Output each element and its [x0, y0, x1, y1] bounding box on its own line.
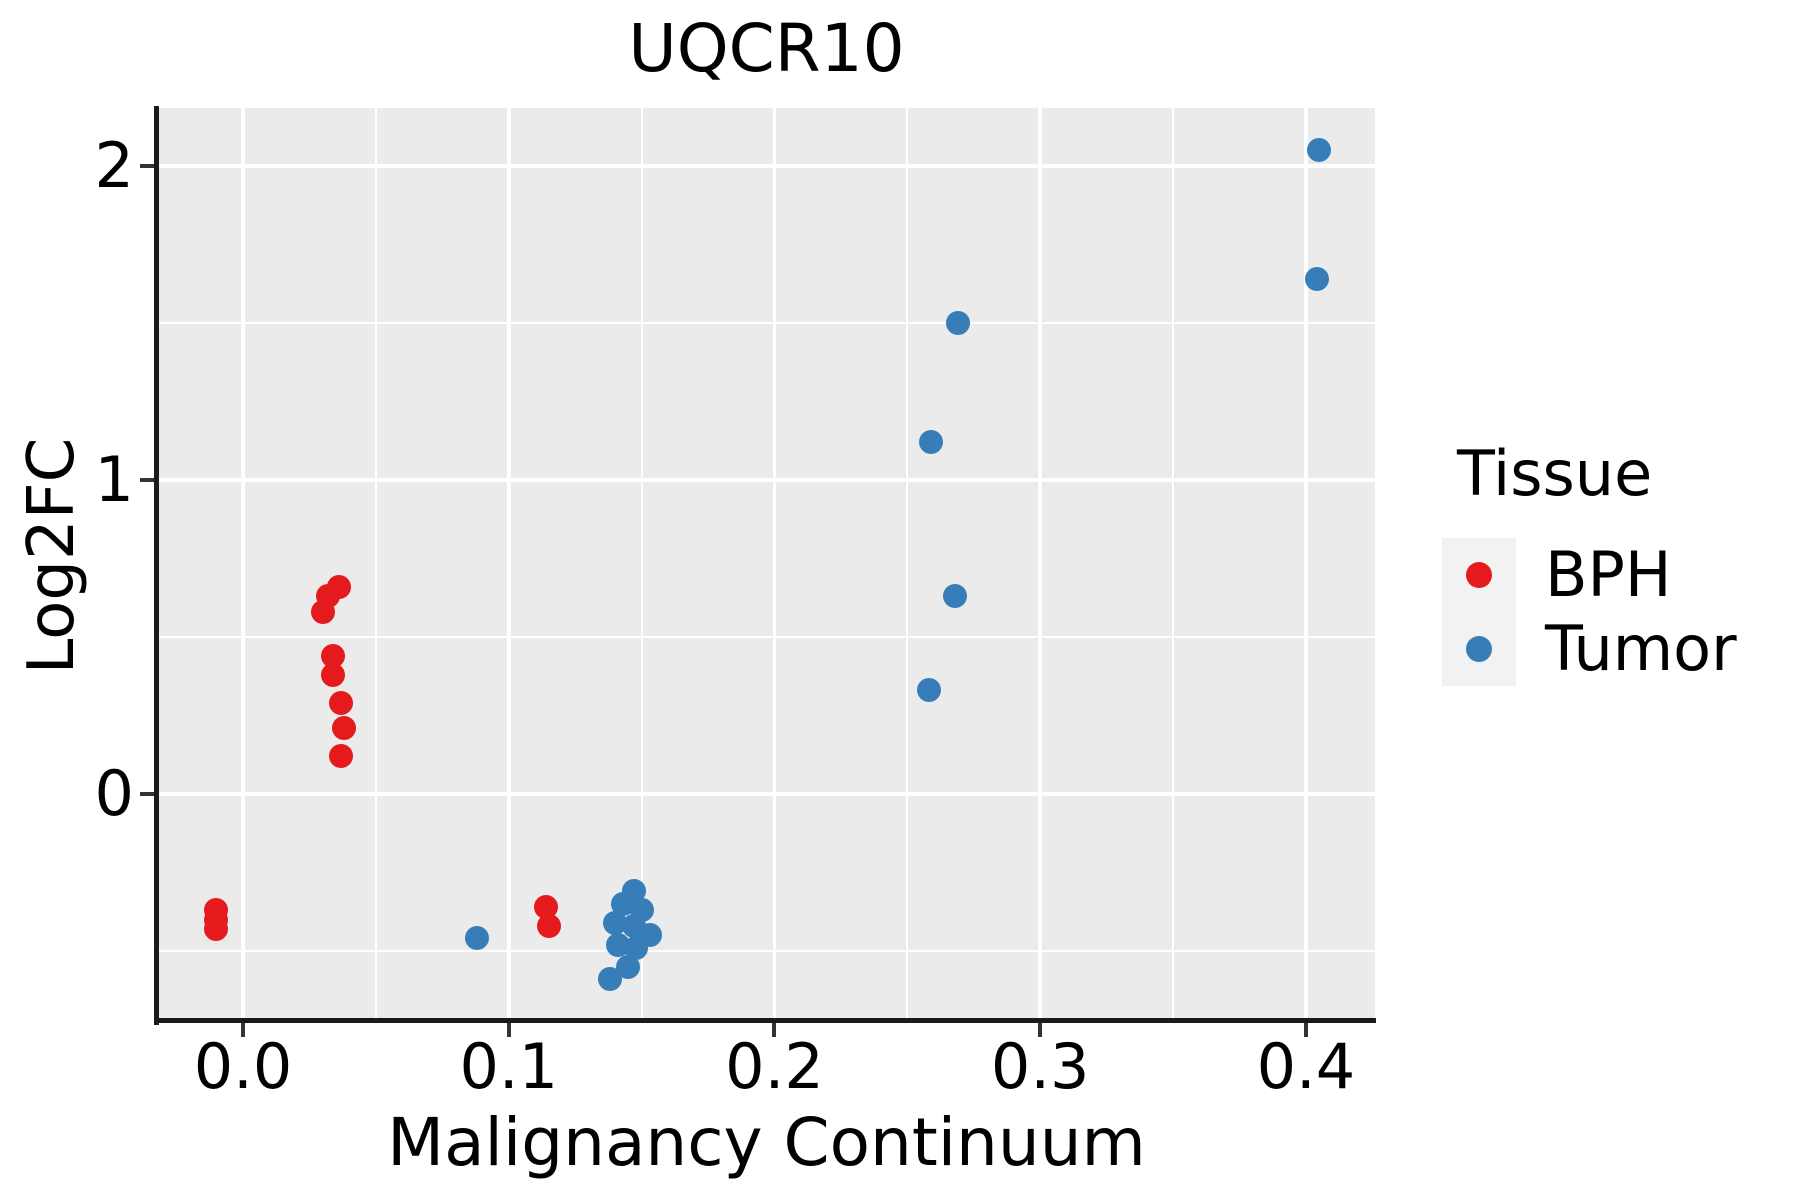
x-tick-mark	[1038, 1023, 1043, 1037]
x-major-gridline	[772, 108, 777, 1022]
legend-label: BPH	[1545, 538, 1672, 611]
y-major-gridline	[158, 792, 1375, 796]
y-tick-mark	[140, 478, 154, 483]
legend-title: Tissue	[1457, 437, 1653, 510]
y-minor-gridline	[158, 321, 1375, 325]
x-tick-mark	[506, 1023, 511, 1037]
legend-label: Tumor	[1545, 612, 1737, 685]
x-axis-spine	[154, 1018, 1376, 1023]
x-major-gridline	[1038, 108, 1042, 1022]
data-point-tumor	[919, 430, 944, 455]
x-tick-mark	[772, 1023, 777, 1037]
x-minor-gridline	[1171, 108, 1175, 1022]
y-tick-label: 1	[94, 443, 134, 517]
data-point-bph	[329, 744, 354, 769]
data-point-bph	[310, 599, 335, 624]
plot-panel	[158, 108, 1375, 1022]
chart-title: UQCR10	[628, 10, 905, 87]
data-point-tumor	[597, 967, 622, 992]
x-tick-label: 0.1	[459, 1030, 559, 1103]
x-tick-label: 0.0	[193, 1030, 293, 1103]
x-minor-gridline	[374, 108, 377, 1022]
data-point-tumor	[943, 584, 968, 609]
x-major-gridline	[507, 108, 511, 1022]
data-point-bph	[536, 913, 561, 938]
x-minor-gridline	[906, 108, 909, 1022]
y-major-gridline	[158, 164, 1375, 168]
y-major-gridline	[158, 478, 1375, 482]
legend-key-tumor	[1442, 612, 1516, 686]
x-tick-mark	[241, 1023, 246, 1037]
legend-key-bph	[1442, 538, 1516, 612]
x-axis-label: Malignancy Continuum	[387, 1104, 1146, 1181]
data-point-tumor	[464, 926, 489, 951]
y-tick-label: 0	[94, 757, 134, 831]
x-minor-gridline	[640, 108, 643, 1022]
x-major-gridline	[1304, 108, 1308, 1022]
data-point-tumor	[1307, 138, 1332, 163]
legend-dot-tumor	[1466, 636, 1492, 662]
data-point-tumor	[945, 311, 970, 336]
y-tick-mark	[140, 164, 154, 169]
y-tick-mark	[140, 792, 154, 797]
data-point-bph	[321, 662, 346, 687]
x-tick-label: 0.3	[990, 1030, 1090, 1103]
x-tick-label: 0.2	[725, 1030, 824, 1103]
x-tick-label: 0.4	[1256, 1030, 1356, 1103]
y-tick-label: 2	[94, 129, 134, 203]
x-tick-mark	[1303, 1023, 1308, 1037]
y-minor-gridline	[158, 949, 1375, 953]
data-point-bph	[332, 716, 356, 741]
y-minor-gridline	[158, 635, 1375, 639]
legend-dot-bph	[1466, 562, 1492, 588]
data-point-tumor	[1304, 267, 1329, 292]
y-axis-spine	[154, 106, 159, 1025]
data-point-bph	[204, 917, 229, 942]
x-major-gridline	[241, 108, 245, 1022]
data-point-tumor	[916, 678, 941, 703]
data-point-bph	[329, 690, 354, 715]
